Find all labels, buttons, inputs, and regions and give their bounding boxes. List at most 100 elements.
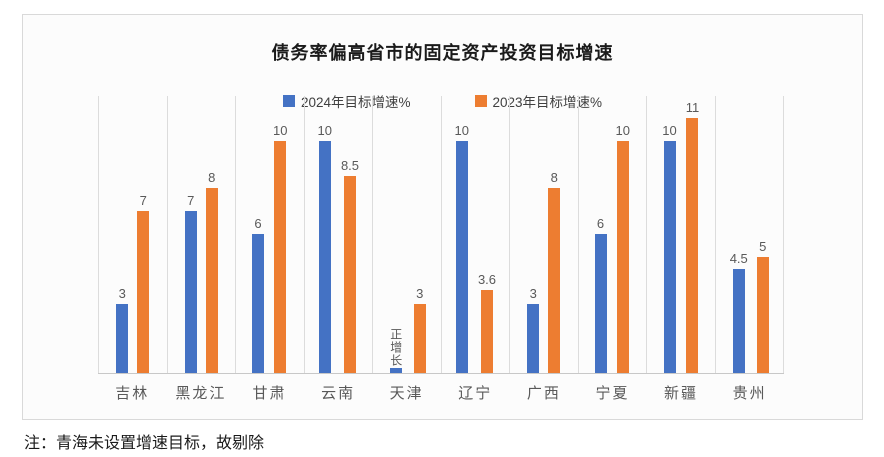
category-label: 贵州 <box>732 385 767 402</box>
bar-2024 <box>455 141 468 373</box>
chart-card: 债务率偏高省市的固定资产投资目标增速 2024年目标增速% 2023年目标增速%… <box>22 14 863 420</box>
category-label: 宁夏 <box>595 385 630 402</box>
category-column: 6 10 <box>235 96 304 373</box>
bar-wrapper: 6 <box>594 96 607 373</box>
data-label: 7 <box>187 192 195 208</box>
data-label: 8 <box>208 169 216 185</box>
bar-2023 <box>274 141 287 373</box>
category-column: 10 8.5 <box>303 96 373 373</box>
plot-area: 3 7 7 8 6 10 10 8.5 正增长 3 10 3.6 3 8 6 10 10 11 4.5 5 <box>98 96 784 374</box>
bar-2023 <box>548 187 561 373</box>
bar-2023 <box>480 289 493 373</box>
data-label: 11 <box>685 100 700 116</box>
legend-swatch-2023 <box>474 95 487 107</box>
data-label: 3 <box>118 285 126 301</box>
data-label: 10 <box>615 123 630 139</box>
category-labels: 吉林 黑龙江 甘肃 云南 天津 辽宁 广西 宁夏 新疆 贵州 <box>98 382 784 403</box>
bar-wrapper: 3 <box>116 96 129 373</box>
bar-pair: 10 11 <box>662 96 699 373</box>
bar-2023 <box>756 257 769 373</box>
bar-wrapper: 10 <box>662 96 677 373</box>
bar-2024 <box>527 303 540 373</box>
legend-item-2024: 2024年目标增速% <box>282 91 411 111</box>
legend-swatch-2024 <box>282 95 295 107</box>
bar-2023 <box>413 303 426 373</box>
bar-wrapper: 6 <box>252 96 265 373</box>
bar-wrapper: 10 <box>616 96 630 373</box>
data-label: 10 <box>662 123 677 139</box>
data-label: 6 <box>254 216 262 231</box>
data-label: 10 <box>317 123 332 139</box>
data-label: 10 <box>454 123 469 139</box>
bar-wrapper: 7 <box>137 96 150 373</box>
data-label: 8 <box>550 169 558 185</box>
data-label: 3.6 <box>477 271 497 287</box>
bar-wrapper: 8 <box>548 96 561 373</box>
category-column: 正增长 3 <box>372 96 441 373</box>
category-label: 云南 <box>321 385 356 402</box>
data-label: 6 <box>596 216 605 231</box>
bar-2023 <box>616 141 629 373</box>
bar-wrapper: 5 <box>756 96 769 373</box>
data-label: 4.5 <box>729 250 748 266</box>
data-label: 5 <box>759 239 767 255</box>
category-label: 天津 <box>389 385 424 402</box>
data-label: 7 <box>139 192 147 208</box>
bar-wrapper: 3.6 <box>478 96 496 373</box>
category-column: 4.5 5 <box>714 96 784 373</box>
bar-pair: 4.5 5 <box>730 96 769 373</box>
vertical-annotation: 正增长 <box>388 328 403 368</box>
category-label: 甘肃 <box>252 385 287 402</box>
bar-2023 <box>686 118 699 373</box>
category-label: 黑龙江 <box>175 385 227 402</box>
bar-wrapper: 8 <box>205 96 218 373</box>
legend-item-2023: 2023年目标增速% <box>474 91 603 111</box>
bar-2023 <box>137 210 150 373</box>
bar-wrapper: 10 <box>317 96 332 373</box>
bar-pair: 6 10 <box>594 96 630 373</box>
bar-2024 <box>252 234 265 373</box>
bar-pair: 10 8.5 <box>317 96 359 373</box>
bar-pair: 10 3.6 <box>454 96 496 373</box>
bar-2024 <box>184 210 197 373</box>
bar-2023 <box>343 176 356 373</box>
bar-pair: 正增长 3 <box>388 96 426 373</box>
bar-wrapper: 3 <box>413 96 426 373</box>
category-label: 广西 <box>526 385 561 402</box>
legend-label-2023: 2023年目标增速% <box>492 95 603 110</box>
bar-2023 <box>205 187 218 373</box>
legend-label-2024: 2024年目标增速% <box>300 95 411 110</box>
bar-wrapper: 11 <box>685 96 700 373</box>
data-label: 3 <box>529 285 537 301</box>
bar-2024 <box>732 268 745 373</box>
bar-wrapper: 7 <box>184 96 197 373</box>
category-column: 10 11 <box>646 96 715 373</box>
data-label: 3 <box>416 285 424 301</box>
data-label: 8.5 <box>340 158 360 174</box>
bar-2024 <box>663 141 676 373</box>
chart-title: 债务率偏高省市的固定资产投资目标增速 <box>271 43 614 63</box>
bar-pair: 6 10 <box>252 96 287 373</box>
category-label: 新疆 <box>664 385 699 402</box>
category-column: 10 3.6 <box>440 96 510 373</box>
bar-2024 <box>594 234 607 373</box>
bar-wrapper: 10 <box>273 96 287 373</box>
bar-wrapper: 3 <box>527 96 540 373</box>
legend: 2024年目标增速% 2023年目标增速% <box>23 91 862 111</box>
category-label: 吉林 <box>115 385 150 402</box>
bar-2024 <box>390 368 403 373</box>
note-text: 注：青海未设置增速目标，故剔除 <box>24 435 265 452</box>
category-column: 6 10 <box>577 96 647 373</box>
bar-2024 <box>116 303 129 373</box>
bar-wrapper: 8.5 <box>341 96 359 373</box>
bar-wrapper: 正增长 <box>388 96 405 373</box>
bar-wrapper: 4.5 <box>730 96 748 373</box>
category-label: 辽宁 <box>458 385 493 402</box>
data-label: 10 <box>273 123 288 139</box>
